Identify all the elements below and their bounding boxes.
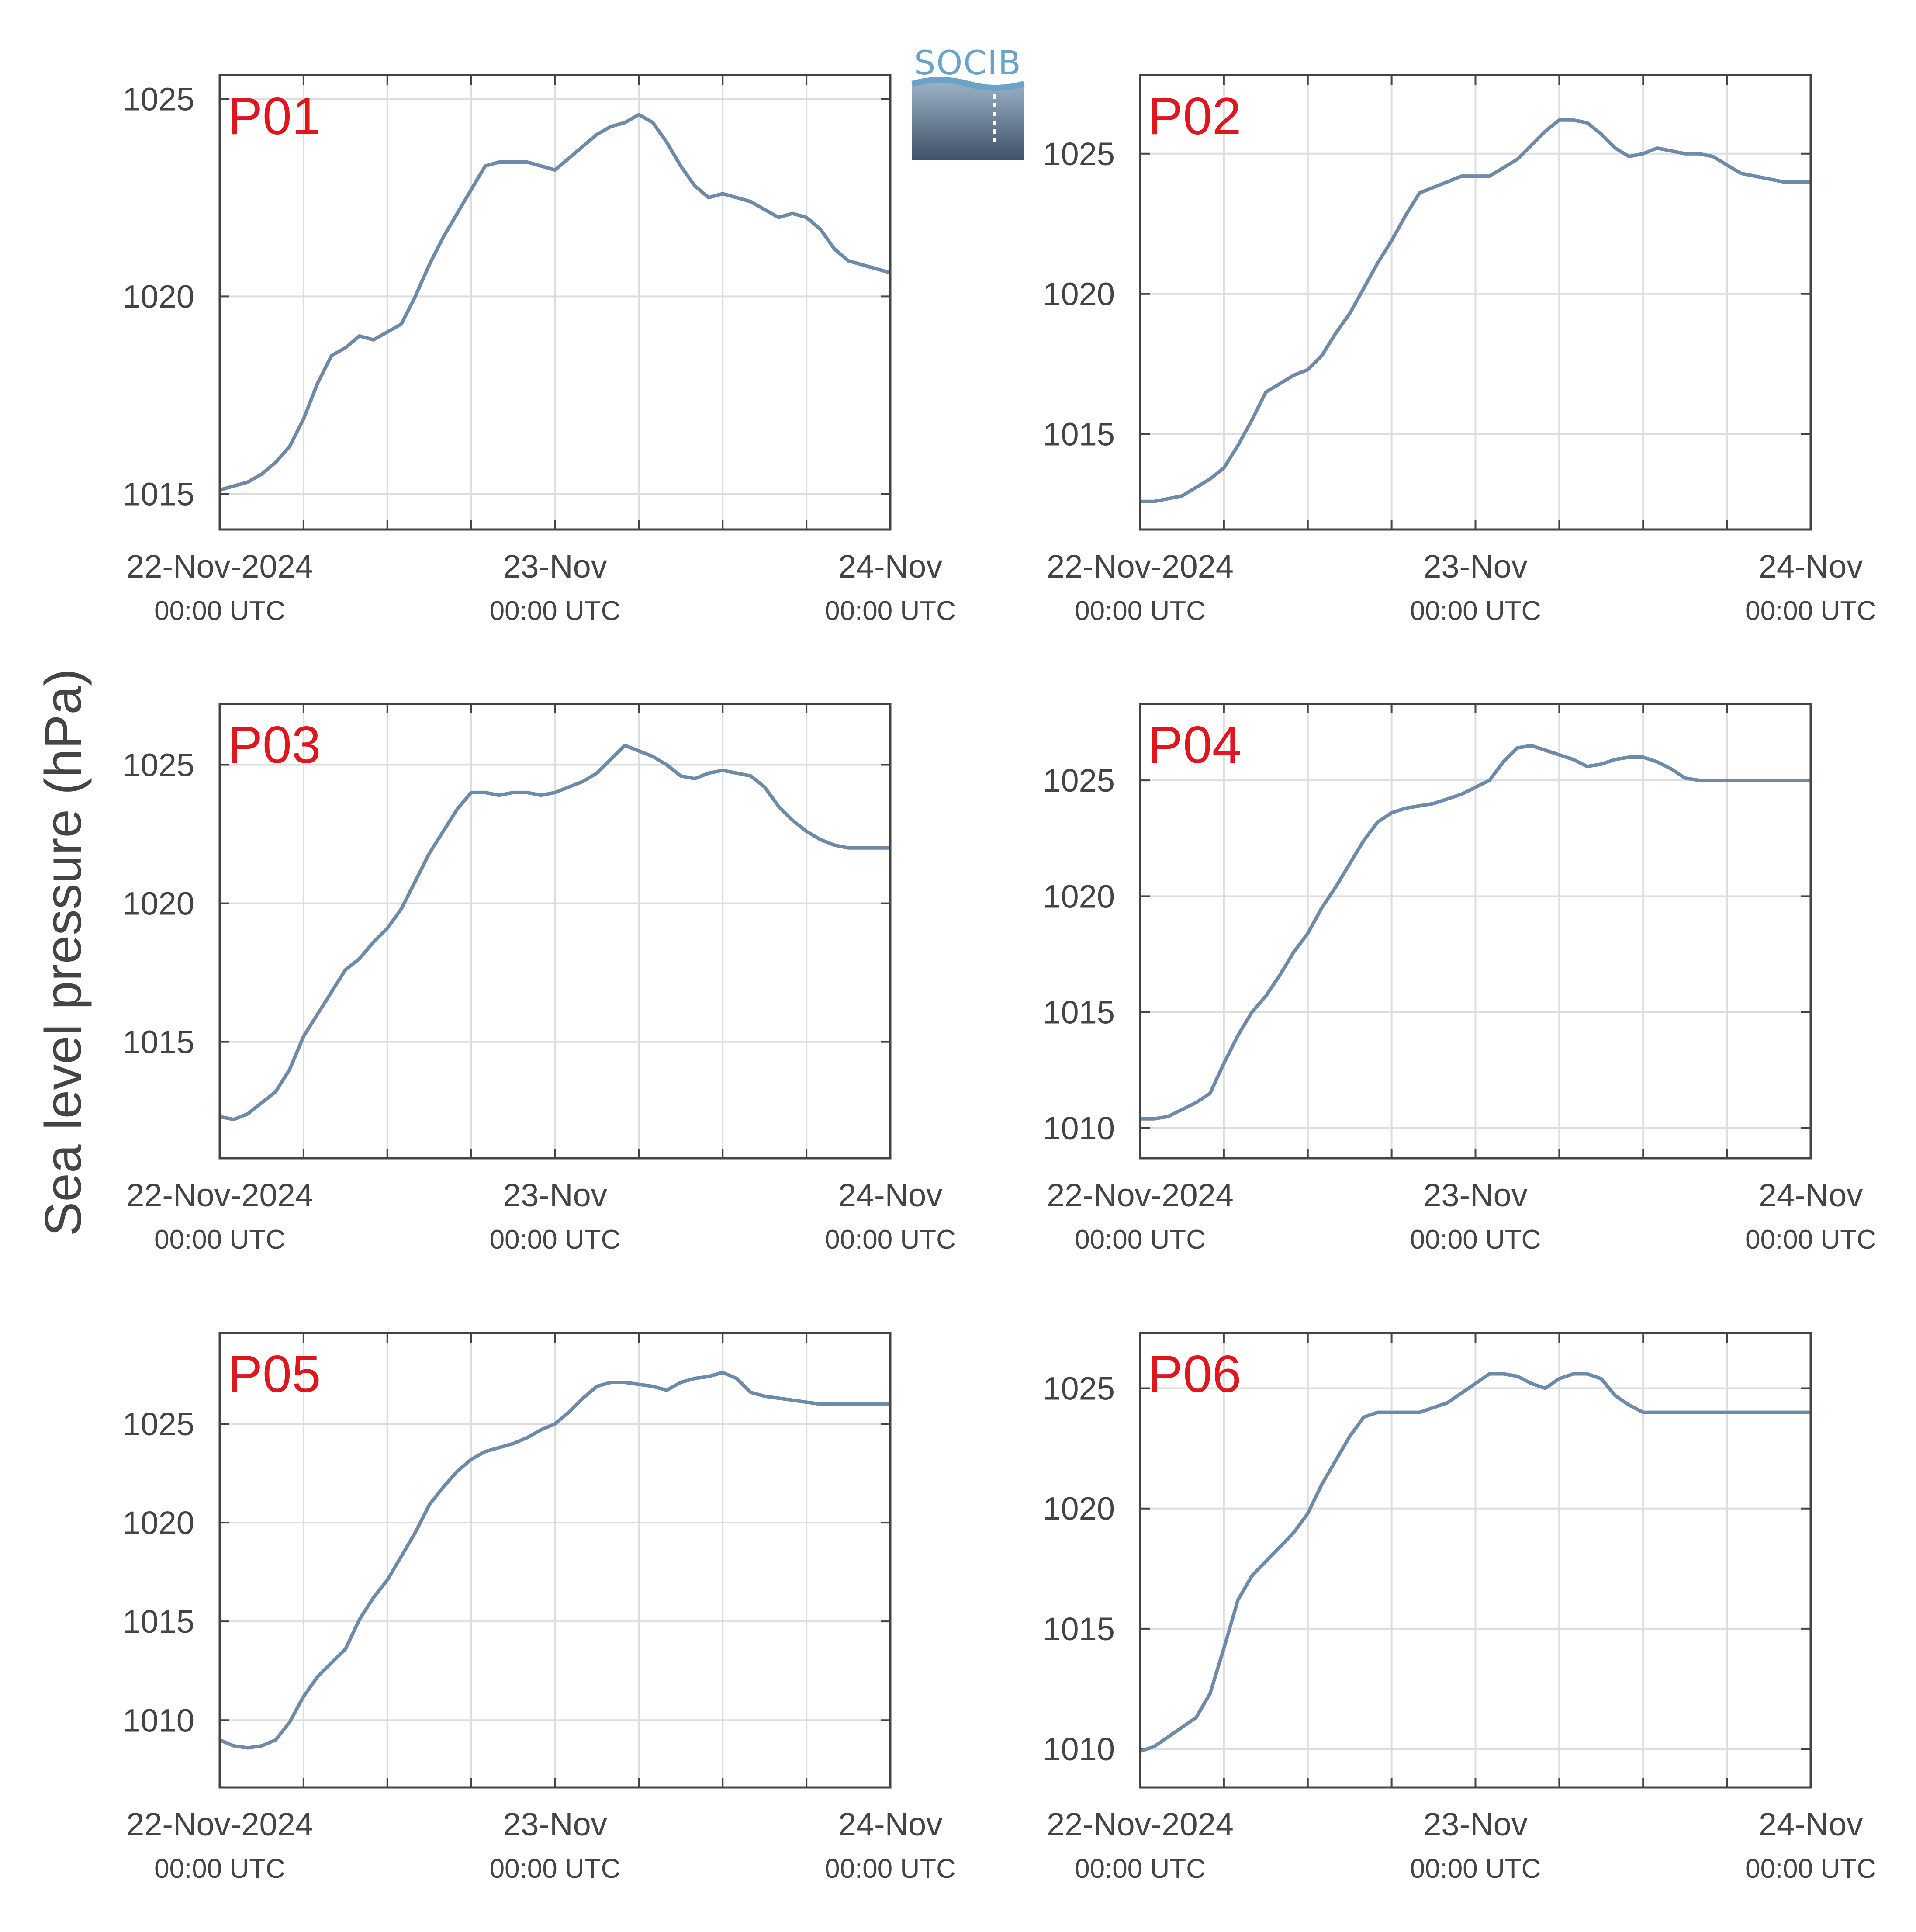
x-tick-sublabel: 00:00 UTC [1075, 1854, 1206, 1884]
x-tick-sublabel: 00:00 UTC [825, 1225, 956, 1255]
y-tick-label: 1015 [122, 1603, 194, 1640]
x-tick-sublabel: 00:00 UTC [825, 1854, 956, 1884]
logo-wave-mark [912, 80, 1024, 160]
x-tick-label: 24-Nov [1759, 1806, 1863, 1842]
panel-p05: 1010 1015 1020 1025 P05 22-Nov-2024 00:00 UTC 2… [122, 1332, 956, 1884]
x-tick-label: 24-Nov [838, 1806, 943, 1842]
panel-p04: 1010 1015 1020 1025 P04 22-Nov-2024 00:00 UTC 2… [1043, 703, 1876, 1255]
plot-frame [218, 1332, 892, 1789]
panel-p02: 1015 1020 1025 P02 22-Nov-2024 00:00 UTC 23-No… [1043, 74, 1876, 626]
x-tick-sublabel: 00:00 UTC [1745, 596, 1876, 626]
x-tick-sublabel: 00:00 UTC [1410, 596, 1541, 626]
plot-frame [218, 703, 892, 1160]
plot-frame [1139, 1332, 1812, 1789]
x-tick-sublabel: 00:00 UTC [825, 596, 956, 626]
y-tick-label: 1020 [1043, 1491, 1115, 1527]
y-tick-label: 1020 [122, 1505, 194, 1541]
x-tick-sublabel: 00:00 UTC [1075, 1225, 1206, 1255]
x-tick-sublabel: 00:00 UTC [1745, 1225, 1876, 1255]
y-tick-label: 1015 [122, 1024, 194, 1060]
x-tick-label: 23-Nov [503, 1806, 607, 1842]
x-tick-sublabel: 00:00 UTC [1410, 1854, 1541, 1884]
y-tick-label: 1010 [1043, 1731, 1115, 1767]
x-tick-label: 22-Nov-2024 [1047, 1806, 1234, 1842]
x-tick-label: 22-Nov-2024 [126, 548, 313, 585]
plot-frame [1139, 74, 1812, 531]
x-tick-label: 24-Nov [1759, 548, 1863, 585]
x-tick-label: 23-Nov [1423, 548, 1528, 585]
x-tick-sublabel: 00:00 UTC [154, 1854, 285, 1884]
x-tick-sublabel: 00:00 UTC [490, 1225, 621, 1255]
y-tick-label: 1025 [122, 747, 194, 783]
panel-label: P04 [1148, 716, 1242, 774]
socib-logo: SOCIB [911, 43, 1025, 160]
plot-frame [218, 74, 892, 531]
y-tick-label: 1015 [1043, 416, 1115, 453]
y-tick-label: 1025 [1043, 136, 1115, 172]
panel-label: P01 [228, 87, 321, 145]
y-tick-label: 1010 [122, 1702, 194, 1738]
y-tick-label: 1015 [1043, 1611, 1115, 1647]
x-tick-sublabel: 00:00 UTC [490, 596, 621, 626]
panel-p03: 1015 1020 1025 P03 22-Nov-2024 00:00 UTC 23-No… [122, 703, 956, 1255]
x-tick-label: 22-Nov-2024 [126, 1806, 313, 1842]
x-tick-label: 24-Nov [1759, 1177, 1863, 1213]
logo-text: SOCIB [914, 43, 1022, 82]
y-tick-label: 1025 [122, 1406, 194, 1442]
logo-wave-crest [911, 77, 1025, 91]
x-tick-sublabel: 00:00 UTC [490, 1854, 621, 1884]
x-tick-label: 23-Nov [1423, 1177, 1528, 1213]
series-line-p03 [219, 744, 890, 1122]
x-tick-sublabel: 00:00 UTC [1745, 1854, 1876, 1884]
x-tick-label: 24-Nov [838, 548, 943, 585]
y-tick-label: 1025 [1043, 1371, 1115, 1407]
x-tick-label: 22-Nov-2024 [1047, 548, 1234, 585]
series-line-p01 [219, 113, 891, 492]
y-tick-label: 1020 [122, 886, 194, 922]
y-tick-label: 1015 [1043, 994, 1115, 1031]
x-tick-label: 23-Nov [503, 548, 607, 585]
x-tick-sublabel: 00:00 UTC [154, 1225, 285, 1255]
series-line-p04 [1140, 744, 1811, 1121]
series-line-p02 [1140, 118, 1811, 503]
x-tick-label: 23-Nov [1423, 1806, 1528, 1842]
x-tick-sublabel: 00:00 UTC [1075, 596, 1206, 626]
x-tick-label: 24-Nov [838, 1177, 943, 1213]
x-tick-sublabel: 00:00 UTC [1410, 1225, 1541, 1255]
panel-label: P02 [1148, 87, 1242, 145]
x-tick-sublabel: 00:00 UTC [154, 596, 285, 626]
y-tick-label: 1020 [122, 278, 194, 315]
panel-label: P05 [228, 1345, 321, 1403]
x-tick-label: 22-Nov-2024 [1047, 1177, 1234, 1213]
y-tick-label: 1010 [1043, 1110, 1115, 1146]
y-tick-label: 1015 [122, 476, 194, 512]
chart-panels: 1015 1020 1025 P01 22-Nov-2024 00:00 UTC 23-No… [122, 74, 1876, 1884]
y-axis-label: Sea level pressure (hPa) [35, 669, 92, 1236]
panel-label: P06 [1148, 1345, 1242, 1403]
x-tick-label: 23-Nov [503, 1177, 607, 1213]
series-line-p05 [219, 1371, 890, 1750]
y-tick-label: 1020 [1043, 878, 1115, 914]
panel-p06: 1010 1015 1020 1025 P06 22-Nov-2024 00:00 UTC 2… [1043, 1332, 1876, 1884]
y-tick-label: 1020 [1043, 276, 1115, 312]
y-tick-label: 1025 [122, 81, 194, 117]
y-tick-label: 1025 [1043, 762, 1115, 799]
panel-label: P03 [228, 716, 321, 774]
plot-frame [1139, 703, 1812, 1160]
series-line-p06 [1139, 1372, 1811, 1753]
x-tick-label: 22-Nov-2024 [126, 1177, 313, 1213]
panel-p01: 1015 1020 1025 P01 22-Nov-2024 00:00 UTC 23-No… [122, 74, 956, 626]
